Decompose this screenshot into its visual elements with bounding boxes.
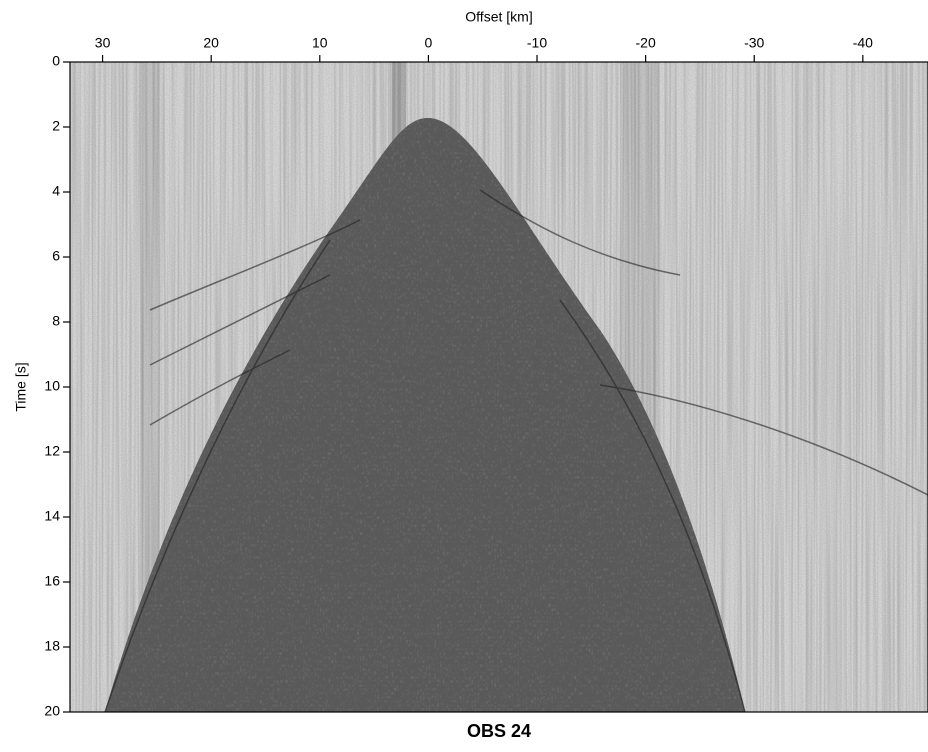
y-tick-label: 18 <box>44 638 60 654</box>
y-tick-label: 14 <box>44 508 60 524</box>
x-tick-label: 10 <box>312 35 328 51</box>
y-tick-label: 12 <box>44 443 60 459</box>
x-tick-label: 30 <box>95 35 111 51</box>
x-tick-label: -20 <box>636 35 656 51</box>
x-axis-label: Offset [km] <box>465 9 532 25</box>
x-tick-label: 0 <box>425 35 433 51</box>
y-tick-label: 2 <box>52 118 60 134</box>
x-tick-label: -30 <box>744 35 764 51</box>
x-tick-label: -40 <box>853 35 873 51</box>
y-tick-label: 10 <box>44 378 60 394</box>
seismic-image <box>70 62 928 712</box>
y-tick-label: 8 <box>52 313 60 329</box>
y-tick-label: 16 <box>44 573 60 589</box>
chart-title: OBS 24 <box>467 721 531 741</box>
y-tick-label: 20 <box>44 703 60 719</box>
y-axis-label: Time [s] <box>13 362 29 411</box>
y-tick-label: 0 <box>52 53 60 69</box>
x-tick-label: -10 <box>527 35 547 51</box>
x-tick-label: 20 <box>203 35 219 51</box>
y-tick-label: 6 <box>52 248 60 264</box>
y-tick-label: 4 <box>52 183 60 199</box>
